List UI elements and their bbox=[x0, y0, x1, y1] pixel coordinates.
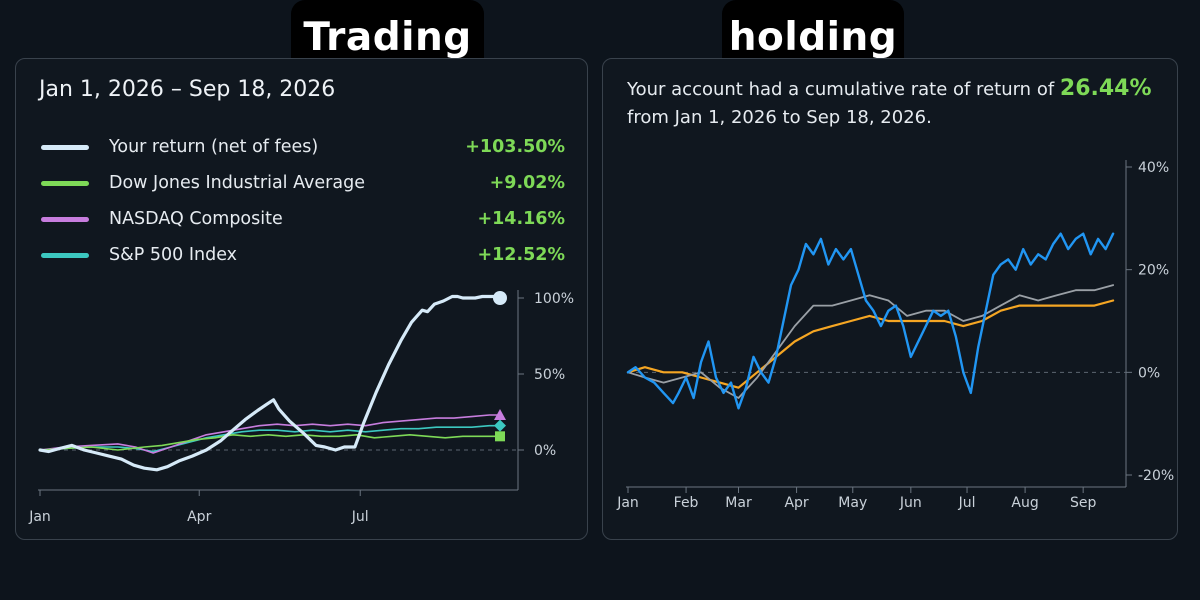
cumulative-return-value: 26.44% bbox=[1059, 76, 1152, 101]
x-tick-label: Jun bbox=[899, 495, 922, 511]
series-line-your-return-net-of-fees- bbox=[38, 294, 502, 472]
trading-panel: Jan 1, 2026 – Sep 18, 2026 Your return (… bbox=[15, 58, 588, 540]
series-line-series-1 bbox=[627, 284, 1114, 399]
end-marker-square bbox=[495, 431, 505, 442]
y-tick-label: 20% bbox=[1138, 263, 1169, 279]
y-tick-label: 0% bbox=[534, 443, 556, 459]
end-marker-triangle bbox=[494, 409, 506, 421]
x-tick-label: Apr bbox=[187, 509, 211, 525]
x-tick-label: Mar bbox=[725, 495, 752, 511]
x-tick-label: Jul bbox=[351, 509, 369, 525]
x-tick-label: Apr bbox=[784, 495, 808, 511]
date-range: Jan 1, 2026 – Sep 18, 2026 bbox=[39, 77, 336, 102]
x-tick-label: Jan bbox=[616, 495, 639, 511]
legend-value: +14.16% bbox=[477, 209, 565, 229]
legend-label: Dow Jones Industrial Average bbox=[109, 173, 365, 193]
legend-label: NASDAQ Composite bbox=[109, 209, 283, 229]
legend: Your return (net of fees) +103.50% Dow J… bbox=[41, 129, 565, 273]
x-tick-label: May bbox=[838, 495, 867, 511]
return-summary: Your account had a cumulative rate of re… bbox=[627, 75, 1157, 132]
legend-swatch bbox=[41, 216, 89, 222]
legend-label: Your return (net of fees) bbox=[109, 137, 319, 157]
end-marker-diamond bbox=[494, 419, 506, 432]
holding-panel: Your account had a cumulative rate of re… bbox=[602, 58, 1178, 540]
holding-chart: 40% 20% 0% -20% Jan Feb Mar Apr May Jun Jul Aug Sep bbox=[616, 160, 1174, 511]
y-tick-label: 50% bbox=[534, 367, 565, 383]
legend-item-sp500: S&P 500 Index +12.52% bbox=[41, 237, 565, 273]
series-line-series-2 bbox=[626, 299, 1115, 389]
series-line-dow-jones-industrial-average bbox=[39, 434, 501, 451]
end-marker-circle bbox=[493, 291, 507, 305]
legend-value: +9.02% bbox=[489, 173, 565, 193]
x-tick-label: Jan bbox=[28, 509, 51, 525]
y-tick-label: 100% bbox=[534, 291, 574, 307]
y-tick-label: 40% bbox=[1138, 160, 1169, 176]
x-tick-label: Sep bbox=[1070, 495, 1097, 511]
legend-label: S&P 500 Index bbox=[109, 245, 238, 265]
legend-value: +12.52% bbox=[477, 245, 565, 265]
y-tick-label: -20% bbox=[1138, 468, 1174, 484]
summary-prefix: Your account had a cumulative rate of re… bbox=[627, 79, 1055, 100]
x-tick-label: Aug bbox=[1011, 495, 1038, 511]
legend-item-nasdaq: NASDAQ Composite +14.16% bbox=[41, 201, 565, 237]
x-tick-label: Feb bbox=[674, 495, 699, 511]
legend-swatch bbox=[41, 144, 89, 150]
y-tick-label: 0% bbox=[1138, 365, 1160, 381]
legend-item-your-return: Your return (net of fees) +103.50% bbox=[41, 129, 565, 165]
series-line-s-p-500-index bbox=[39, 424, 501, 453]
summary-suffix: from Jan 1, 2026 to Sep 18, 2026. bbox=[627, 107, 932, 128]
legend-value: +103.50% bbox=[465, 137, 565, 157]
legend-item-dow-jones: Dow Jones Industrial Average +9.02% bbox=[41, 165, 565, 201]
series-line-series-0 bbox=[626, 232, 1115, 410]
legend-swatch bbox=[41, 180, 89, 186]
x-tick-label: Jul bbox=[958, 495, 976, 511]
trading-chart: 100% 50% 0% Jan Apr Jul bbox=[28, 290, 574, 525]
legend-swatch bbox=[41, 252, 89, 258]
